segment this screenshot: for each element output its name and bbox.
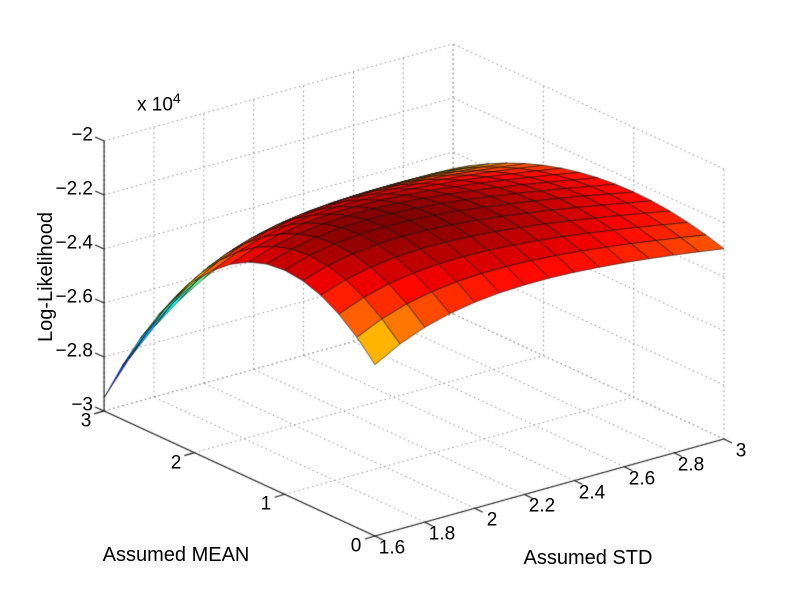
z-tick-label: −2 xyxy=(71,124,93,146)
x-tick-label: 3 xyxy=(735,440,747,462)
x-tick-label: 2.4 xyxy=(578,482,606,504)
x-tick-label: 1.6 xyxy=(378,537,406,559)
x-tick-label: 1.8 xyxy=(428,523,456,545)
y-tick-label: 3 xyxy=(80,410,92,432)
z-axis-label: Log-Likelihood xyxy=(35,211,57,343)
z-tick-label: −3 xyxy=(71,394,93,416)
z-tick-label: −2.2 xyxy=(55,178,93,200)
z-tick-label: −2.6 xyxy=(55,286,93,308)
x-tick-label: 2.2 xyxy=(528,495,556,517)
x-tick-label: 2.8 xyxy=(677,454,705,476)
x-tick-label: 2 xyxy=(486,509,498,531)
y-tick-label: 1 xyxy=(260,493,272,515)
x-tick-label: 2.6 xyxy=(628,468,656,490)
z-tick-label: −2.8 xyxy=(55,340,93,362)
x-axis-label: Assumed STD xyxy=(523,547,653,569)
z-exponent-power: 4 xyxy=(172,90,181,106)
z-axis-exponent-label: x 104 xyxy=(137,88,181,115)
y-tick-label: 2 xyxy=(170,452,182,474)
z-exponent-base: x 10 xyxy=(137,94,173,116)
z-tick-label: −2.4 xyxy=(55,232,93,254)
y-axis-label: Assumed MEAN xyxy=(102,544,250,566)
y-tick-label: 0 xyxy=(350,535,362,557)
